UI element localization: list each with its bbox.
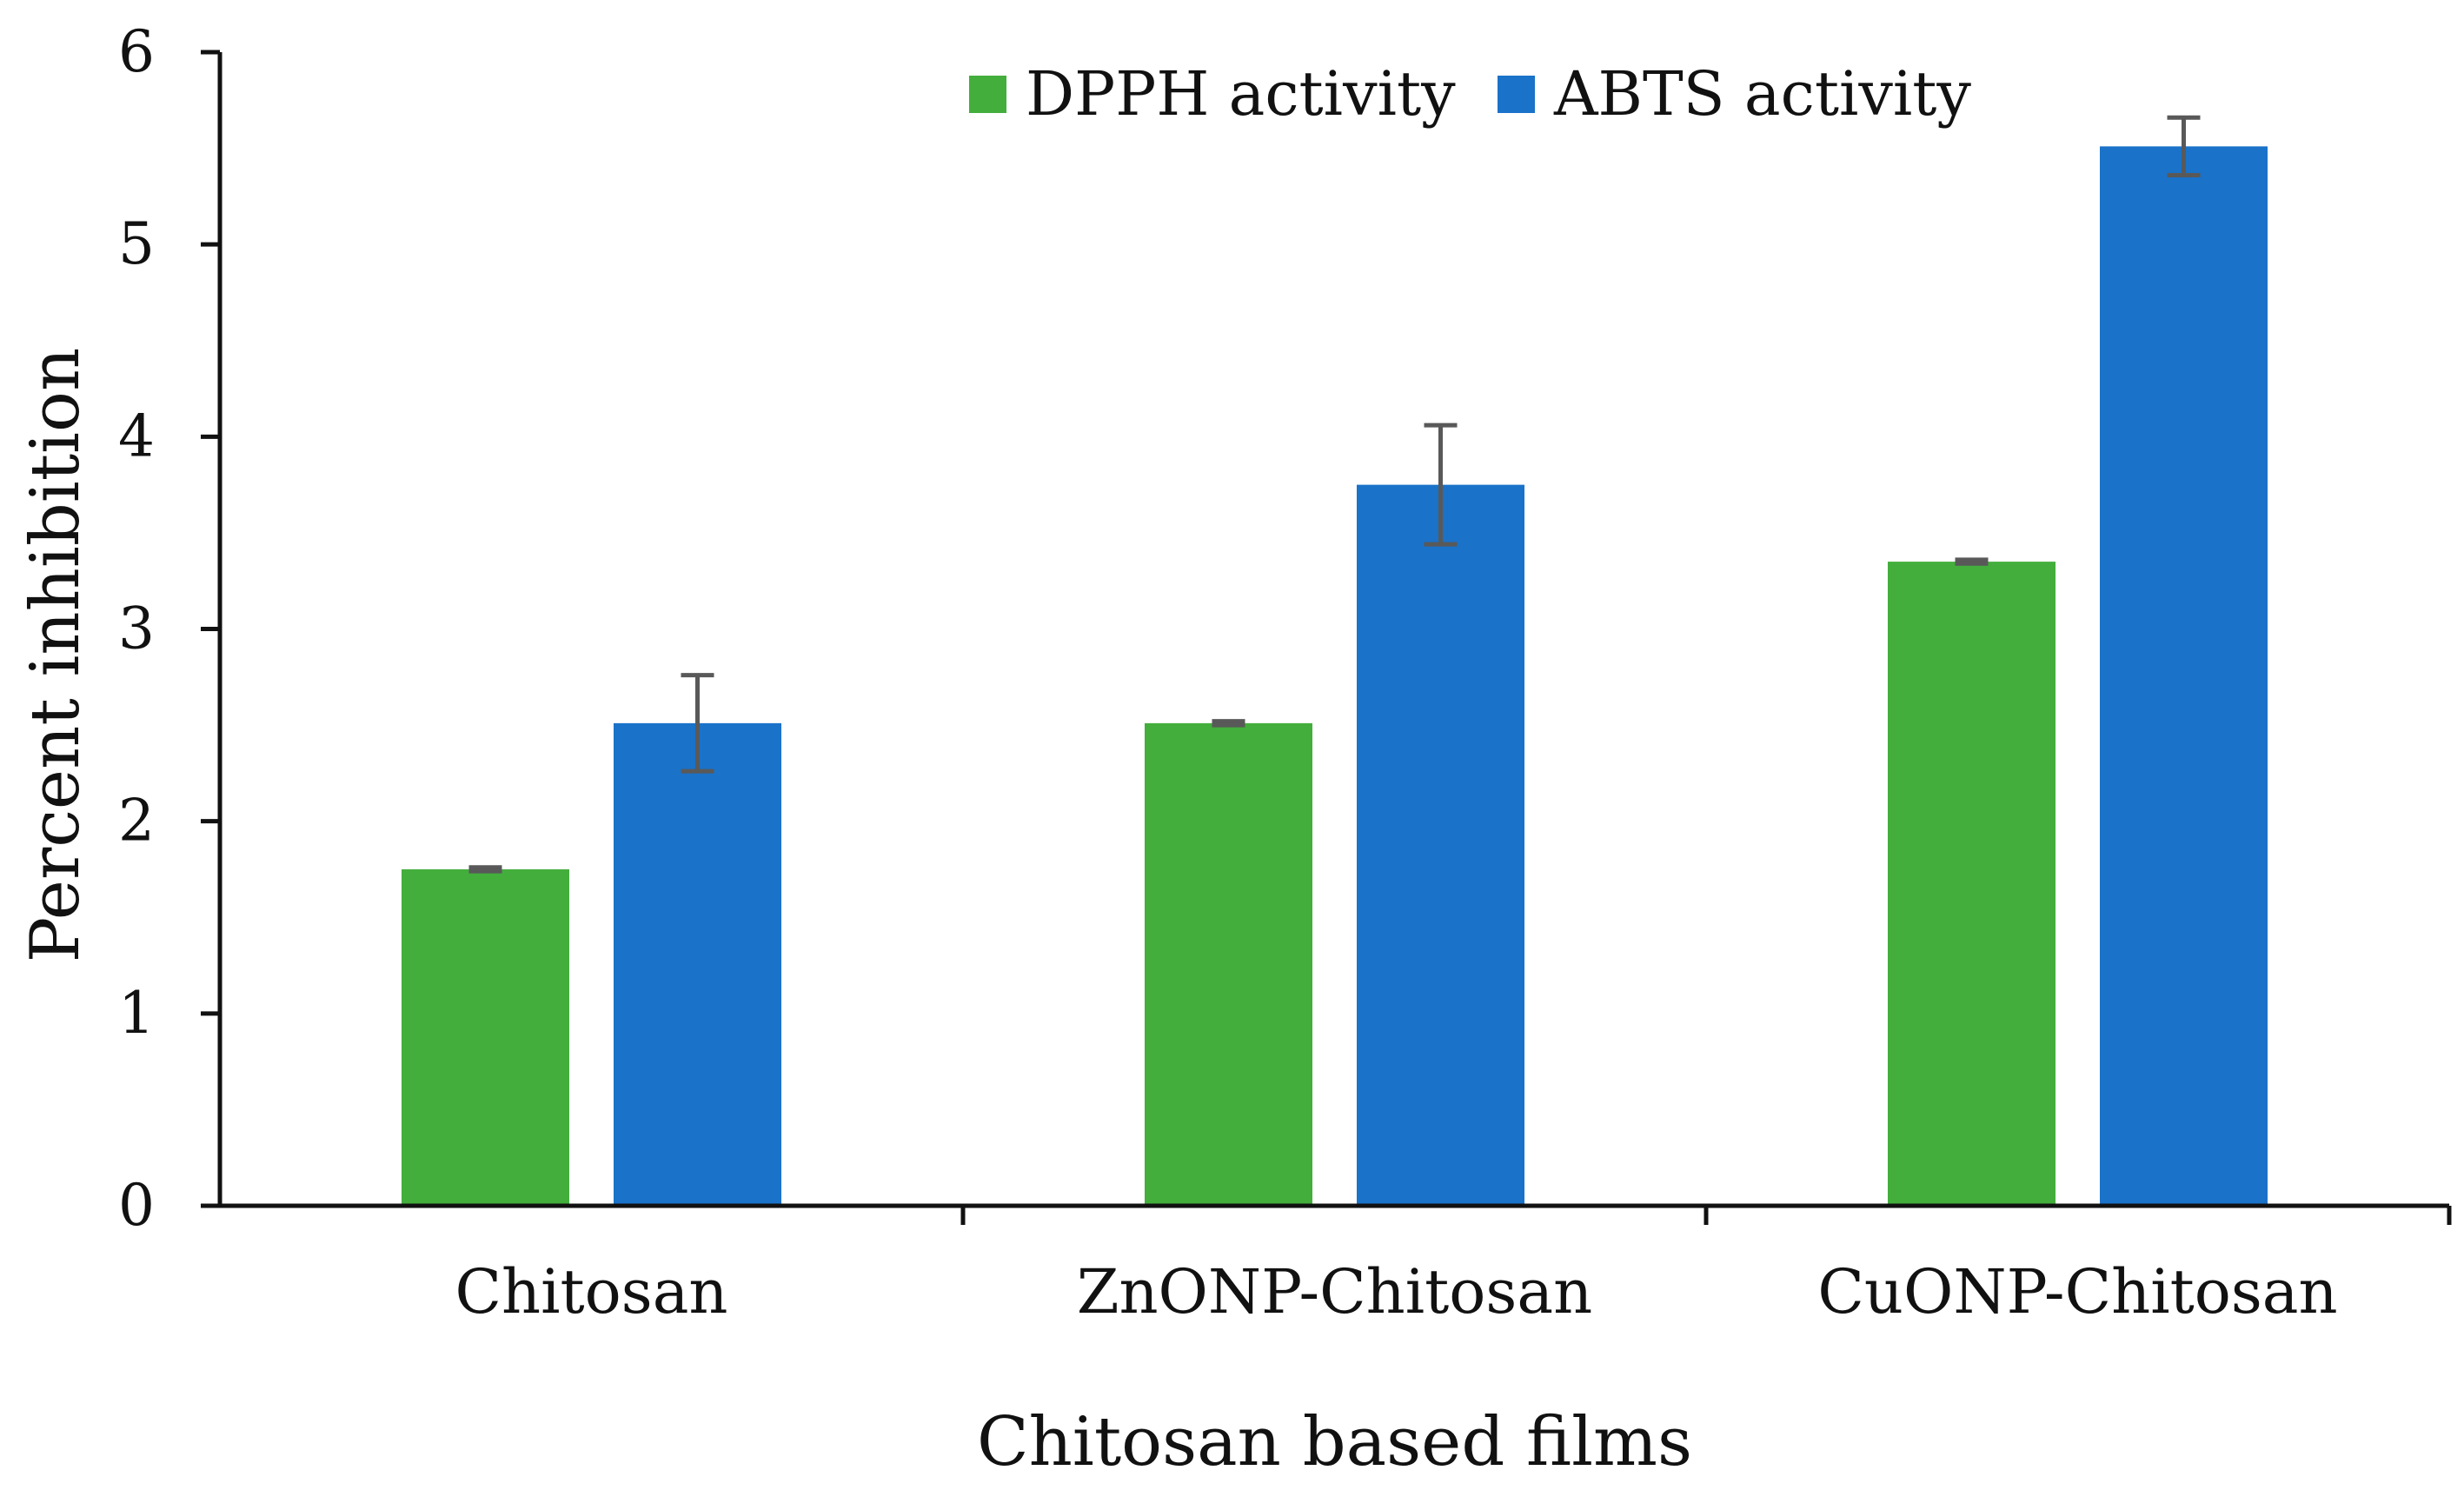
x-category-label: Chitosan: [455, 1256, 727, 1327]
bar-dpph-activity-chitosan: [402, 869, 569, 1206]
legend-swatch: [1498, 76, 1535, 113]
x-category-label: CuONP-Chitosan: [1817, 1256, 2337, 1327]
legend-item-abts-activity: ABTS activity: [1498, 58, 1971, 130]
error-bar-dpph-activity-znonp-chitosan: [1212, 722, 1245, 725]
y-tick-label: 6: [118, 18, 155, 85]
legend-item-dpph-activity: DPPH activity: [969, 58, 1456, 130]
y-tick-label: 2: [118, 788, 155, 855]
x-axis-title: Chitosan based films: [977, 1403, 1692, 1481]
y-tick-label: 0: [118, 1172, 155, 1239]
bar-dpph-activity-cuonp-chitosan: [1888, 562, 2056, 1206]
y-tick-label: 3: [118, 595, 155, 662]
x-category-label: ZnONP-Chitosan: [1077, 1256, 1592, 1327]
bar-abts-activity-cuonp-chitosan: [2100, 146, 2268, 1206]
legend-swatch: [969, 76, 1006, 113]
error-bar-dpph-activity-cuonp-chitosan: [1956, 560, 1989, 563]
bar-abts-activity-chitosan: [614, 723, 781, 1206]
legend-label: DPPH activity: [1026, 58, 1456, 130]
legend: DPPH activity ABTS activity: [969, 58, 1971, 130]
y-axis-title: Percent inhibition: [17, 348, 95, 962]
bar-chart: 0 1 2 3 4 5 6 Chitosan ZnONP-Chitosan CuONP-Chito…: [0, 0, 2464, 1493]
y-tick-label: 4: [118, 403, 155, 469]
y-tick-label: 1: [118, 980, 155, 1047]
bar-abts-activity-znonp-chitosan: [1357, 485, 1524, 1206]
legend-label: ABTS activity: [1553, 58, 1971, 130]
y-tick-label: 5: [118, 210, 155, 277]
error-bar-dpph-activity-chitosan: [469, 868, 502, 871]
bar-dpph-activity-znonp-chitosan: [1145, 723, 1312, 1206]
chart-container: 0 1 2 3 4 5 6 Chitosan ZnONP-Chitosan CuONP-Chito…: [0, 0, 2464, 1493]
